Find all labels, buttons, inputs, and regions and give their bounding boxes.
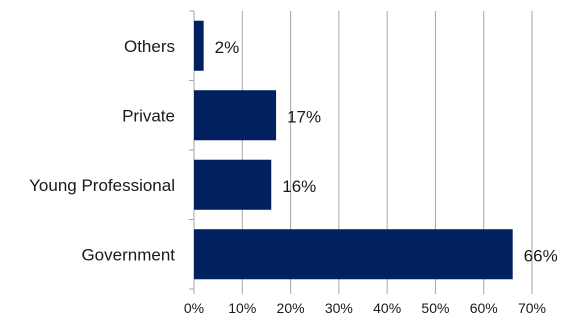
- x-tick-label: 30%: [325, 300, 353, 316]
- category-label: Young Professional: [29, 176, 175, 195]
- bar: [194, 20, 204, 71]
- x-tick-label: 0%: [184, 300, 204, 316]
- data-label: 17%: [287, 107, 321, 126]
- bar: [194, 159, 272, 210]
- bar: [194, 90, 277, 141]
- x-tick-label: 20%: [277, 300, 305, 316]
- data-label: 2%: [215, 38, 240, 57]
- data-label: 66%: [524, 246, 558, 265]
- category-label: Government: [81, 245, 175, 264]
- x-tick-label: 10%: [228, 300, 256, 316]
- x-tick-label: 70%: [518, 300, 546, 316]
- category-label: Private: [122, 106, 175, 125]
- data-labels: 2% 17% 16% 66%: [215, 38, 558, 266]
- category-labels: Others Private Young Professional Governmen…: [29, 37, 175, 265]
- bars: [194, 20, 513, 280]
- category-label: Others: [124, 37, 175, 56]
- bar: [194, 229, 513, 280]
- x-tick-label: 60%: [470, 300, 498, 316]
- x-tick-labels: 0% 10% 20% 30% 40% 50% 60% 70%: [184, 300, 546, 316]
- x-tick-label: 50%: [421, 300, 449, 316]
- x-tick-label: 40%: [373, 300, 401, 316]
- data-label: 16%: [282, 177, 316, 196]
